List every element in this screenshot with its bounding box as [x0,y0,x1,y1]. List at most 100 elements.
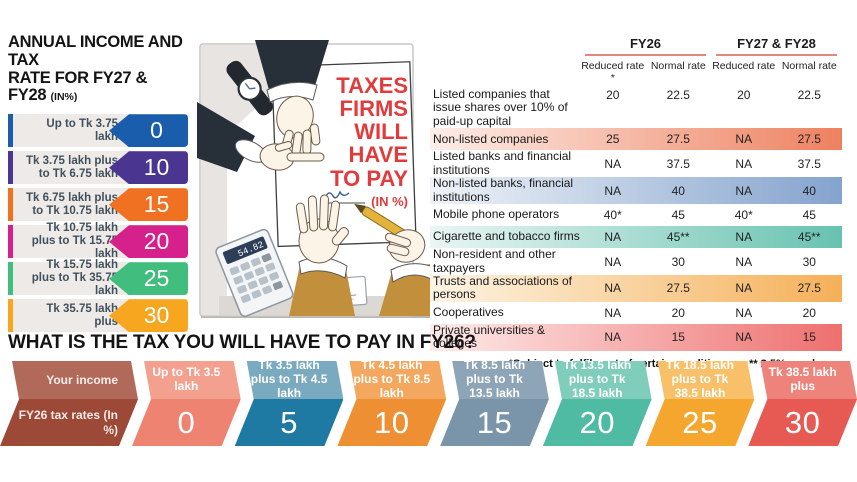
hand-open-palm [289,194,355,316]
chevron-segment: Tk 18.5 lakh plus to Tk 38.5 lakh 25 [646,361,755,446]
left-panel-title: ANNUAL INCOME AND TAX RATE FOR FY27 & FY… [8,33,188,105]
poster-suffix: (IN %) [371,194,408,209]
row-value: NA [735,132,753,147]
row-value: NA [604,305,622,320]
table-row: Trusts and associations of persons NA 27… [430,274,842,302]
row-value: NA [604,330,622,345]
row-value: 30 [802,254,816,269]
income-bracket-label: Tk 13.5 lakh plus to Tk 18.5 lakh [543,361,652,399]
row-value: NA [735,156,753,171]
slab-label: Tk 6.75 lakh plus to Tk 10.75 lakh [25,191,118,217]
row-value: 20 [606,88,620,102]
row-value: 45 [671,208,685,223]
row-label: Private universities & colleges [433,322,546,351]
income-slab-row: Up to Tk 3.75 lakh 0 [8,114,188,148]
group-header-spacer [430,36,580,56]
calculator-icon: 54.82 [215,228,294,317]
slab-label: Tk 35.75 lakh plus [46,302,118,328]
tax-rate-value: 30 [748,399,857,446]
row-value: 37.5 [797,156,821,171]
row-value: NA [735,230,753,245]
row-value: NA [735,254,753,269]
income-slab-row: Tk 35.75 lakh plus 30 [8,299,188,333]
table-row: Non-listed companies 25 27.5 NA 27.5 [430,128,842,151]
table-row: Cigarette and tobacco firms NA 45** NA 4… [430,226,842,249]
table-row: Mobile phone operators 40* 45 40* 45 [430,204,842,227]
row-value: 27.5 [666,132,690,147]
tax-rate-value: 5 [235,399,344,446]
hand-with-pen [354,203,435,316]
subheader-spacer [430,60,580,84]
row-value: NA [735,281,753,296]
income-slab-row: Tk 10.75 lakh plus to Tk 15.75 lakh 20 [8,222,188,260]
firm-tax-table: FY26 FY27 & FY28 Reduced rate * Normal r… [430,36,842,370]
row-value: 45 [802,208,816,223]
row-label: Non-listed banks, financial institutions [433,176,574,204]
bottom-section-title: WHAT IS THE TAX YOU WILL HAVE TO PAY IN … [8,332,476,353]
row-value: NA [604,281,622,296]
legend-rate-label: FY26 tax rates (In %) [0,399,138,446]
income-bracket-label: Tk 4.5 lakh plus to Tk 8.5 lakh [337,361,446,399]
left-panel-title-line2: RATE FOR FY27 & FY28 [8,68,148,105]
row-label: Listed banks and financial institutions [433,149,572,177]
slab-color-bar [8,151,13,185]
income-bracket-label: Up to Tk 3.5 lakh [132,361,241,399]
slab-color-bar [8,299,13,333]
row-value: NA [735,305,753,320]
row-value: 40 [671,183,685,198]
chevron-segment: Tk 4.5 lakh plus to Tk 8.5 lakh 10 [337,361,446,446]
row-value: 40* [603,208,622,223]
row-label: Cigarette and tobacco firms [433,229,580,244]
row-value: NA [604,156,622,171]
tax-rate-value: 20 [543,399,652,446]
desk-surface-left [201,140,227,315]
row-value: 15 [802,330,816,345]
row-label: Cooperatives [433,305,504,320]
chevron-segment: Tk 3.5 lakh plus to Tk 4.5 lakh 5 [235,361,344,446]
slab-label: Up to Tk 3.75 lakh [46,117,118,143]
subheader: Reduced rate [712,60,776,72]
row-label: Non-listed companies [433,131,549,146]
income-bracket-label: Tk 38.5 lakh plus [748,361,857,399]
income-bracket-label: Tk 18.5 lakh plus to Tk 38.5 lakh [646,361,755,399]
poster-line: HAVE [349,142,409,167]
row-value: 37.5 [666,156,690,171]
row-value: 27.5 [666,281,690,296]
row-value: NA [604,254,622,269]
left-panel-title-line1: ANNUAL INCOME AND TAX [8,33,183,69]
illustration-svg: TAXES FIRMS WILL HAVE TO PAY (IN %) [197,40,435,318]
poster-text: TAXES FIRMS WILL HAVE TO PAY (IN %) [330,73,408,209]
suit-hand-pointing [197,102,325,172]
table-group-header-row: FY26 FY27 & FY28 [430,36,842,56]
table-row: Cooperatives NA 20 NA 20 [430,301,842,324]
poster-line: TAXES [336,73,408,98]
tax-rate-value: 0 [132,399,241,446]
slab-color-bar [8,114,13,148]
row-value: 30 [671,254,685,269]
subheader: Normal rate [781,60,837,72]
table-row: Non-listed banks, financial institutions… [430,176,842,205]
row-value: 22.5 [797,88,821,102]
row-value: NA [735,330,753,345]
chevron-segment: Tk 13.5 lakh plus to Tk 18.5 lakh 20 [543,361,652,446]
legend-income-label: Your income [0,361,138,399]
slab-color-bar [8,262,13,296]
row-value: NA [604,230,622,245]
income-slab-row: Tk 6.75 lakh plus to Tk 10.75 lakh 15 [8,188,188,222]
row-value: 45** [666,230,690,245]
chevron-segment: Tk 38.5 lakh plus 30 [748,361,857,446]
row-value: NA [735,183,753,198]
chevron-legend-segment: Your income FY26 tax rates (In %) [0,361,138,446]
row-value: 40 [802,183,816,198]
chevron-segment: Up to Tk 3.5 lakh 0 [132,361,241,446]
tax-rate-value: 25 [646,399,755,446]
left-panel-title-suffix: (IN%) [50,91,78,104]
row-value: 20 [671,305,685,320]
signature-squiggle [324,190,350,199]
subheader: Normal rate [650,60,706,72]
poster-line: FIRMS [340,96,408,121]
row-label: Non-resident and other taxpayers [433,247,556,275]
row-value: 27.5 [797,281,821,296]
slab-color-bar [8,225,13,259]
slab-label: Tk 15.75 lakh plus to Tk 35.75 lakh [31,259,118,298]
